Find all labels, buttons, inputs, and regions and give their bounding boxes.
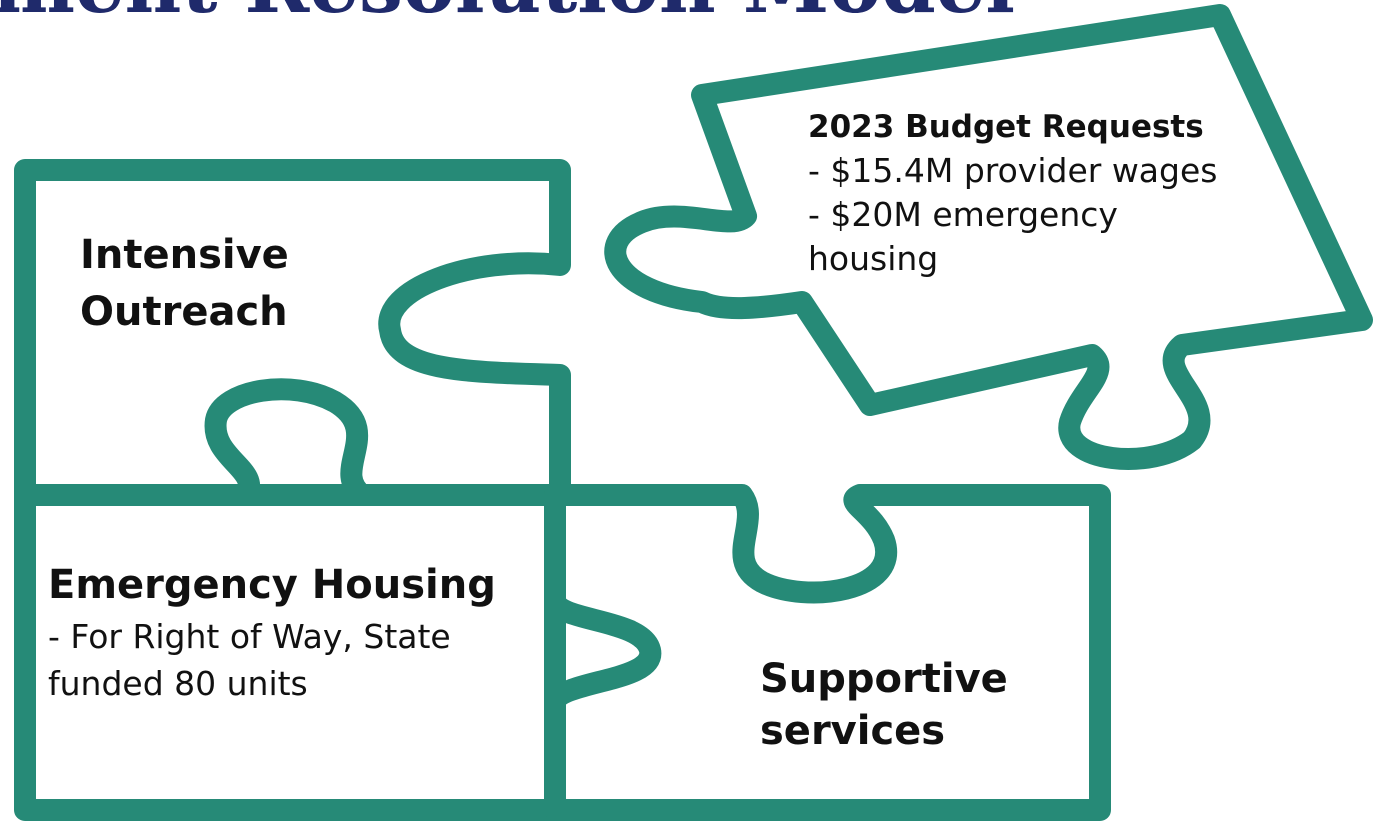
node-text: housing bbox=[808, 239, 938, 278]
title: Encampment Resolution Model bbox=[0, 0, 1015, 31]
node-heading: Emergency Housing bbox=[48, 562, 496, 608]
puzzle-piece bbox=[615, 15, 1362, 459]
node-text: - $20M emergency bbox=[808, 195, 1118, 234]
node-text: - For Right of Way, State bbox=[48, 617, 451, 656]
node-heading: Intensive bbox=[80, 232, 289, 278]
node: Intensive Outreach bbox=[80, 232, 289, 335]
slide: Encampment Resolution Model Intensive Ou… bbox=[0, 0, 1373, 821]
node: 2023 Budget Requests - $15.4M provider w… bbox=[808, 109, 1217, 278]
node-heading: Outreach bbox=[80, 289, 288, 335]
node-heading: 2023 Budget Requests bbox=[808, 109, 1204, 145]
node-heading: Supportive bbox=[760, 656, 1008, 702]
node: Emergency Housing - For Right of Way, St… bbox=[48, 562, 496, 703]
node-heading: services bbox=[760, 708, 945, 754]
node: Supportive services bbox=[760, 656, 1008, 754]
node-text: funded 80 units bbox=[48, 664, 308, 703]
node-text: - $15.4M provider wages bbox=[808, 151, 1217, 190]
puzzle-piece bbox=[555, 495, 1100, 810]
